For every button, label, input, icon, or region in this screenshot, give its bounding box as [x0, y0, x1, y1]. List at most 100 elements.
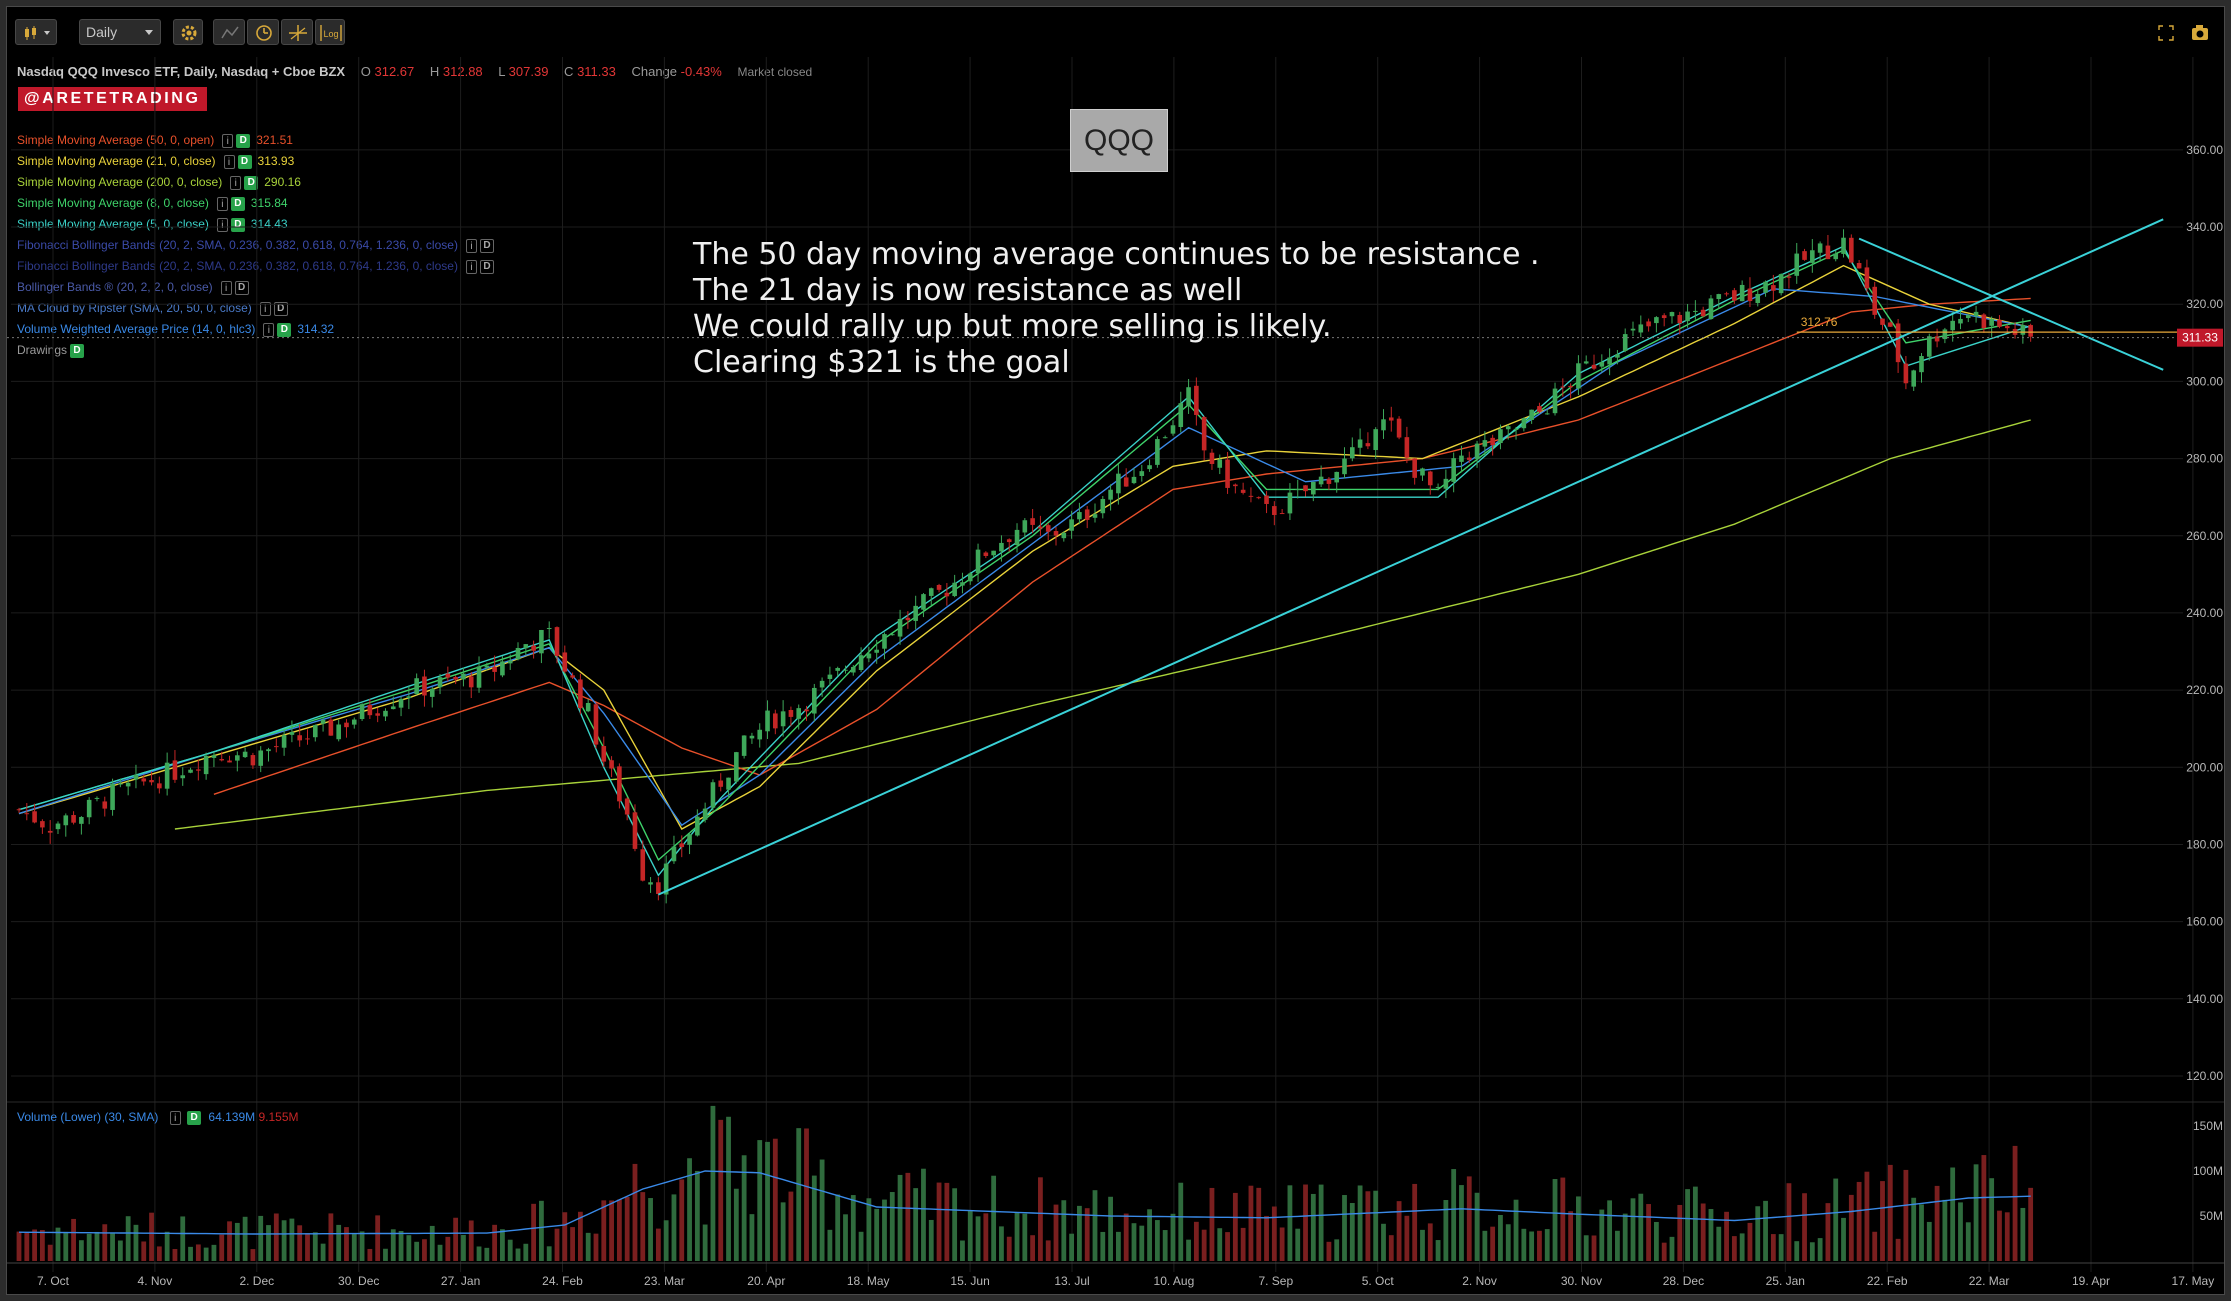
volume-bar [1490, 1226, 1496, 1261]
candle-body [1973, 311, 1979, 317]
study-info-icon[interactable]: i [223, 154, 235, 169]
candle-body [242, 751, 248, 758]
candlestick-style-icon [25, 26, 50, 40]
study-info-icon[interactable]: i [216, 217, 228, 232]
candle-body [305, 738, 310, 740]
candle-body [1318, 476, 1324, 485]
study-row[interactable]: Volume Weighted Average Price (14, 0, hl… [17, 320, 334, 338]
study-info-icon[interactable]: i [220, 280, 232, 295]
volume-bar [1989, 1178, 1995, 1261]
study-info-icon[interactable]: i [465, 259, 477, 274]
volume-bar [827, 1229, 833, 1261]
x-tick-label: 28. Dec [1663, 1274, 1704, 1288]
study-info-icon[interactable]: i [230, 175, 242, 190]
study-info-icon[interactable]: i [169, 1110, 181, 1125]
study-badge[interactable]: D [479, 238, 494, 253]
period-select[interactable]: Daily [79, 19, 161, 45]
study-badge[interactable]: D [230, 196, 245, 211]
toolbar: Daily [7, 7, 2224, 55]
volume-bar [874, 1208, 880, 1261]
study-info-icon[interactable]: i [216, 196, 228, 211]
volume-bar [1903, 1169, 1909, 1261]
crosshair-button[interactable] [281, 19, 313, 45]
volume-bar [765, 1141, 770, 1261]
volume-bar [616, 1199, 622, 1261]
volume-bar [110, 1232, 115, 1261]
volume-bar [1209, 1187, 1215, 1261]
candle-body [1381, 419, 1386, 431]
candle-body [1958, 318, 1963, 324]
chart-style-button[interactable] [15, 19, 57, 45]
candle-body [1989, 318, 1994, 326]
candle-body [1521, 418, 1527, 429]
study-badge[interactable]: D [187, 1110, 202, 1125]
study-info-icon[interactable]: i [263, 322, 275, 337]
volume-bar [570, 1227, 575, 1261]
study-info-icon[interactable]: i [259, 301, 271, 316]
chevron-down-icon [145, 30, 153, 35]
y-tick-label: 280.00 [2186, 452, 2223, 466]
fullscreen-icon[interactable] [2158, 25, 2174, 41]
study-row[interactable]: Simple Moving Average (8, 0, close) i D 315… [17, 194, 288, 212]
sma-50-line [213, 297, 2031, 795]
symbol-description: Nasdaq QQQ Invesco ETF, Daily, Nasdaq + … [17, 64, 346, 79]
x-tick-label: 30. Nov [1561, 1274, 1602, 1288]
study-badge[interactable]: D [237, 154, 252, 169]
camera-icon[interactable] [2192, 25, 2208, 40]
study-badge[interactable]: D [244, 175, 259, 190]
candle-body [624, 798, 630, 815]
settings-button[interactable] [173, 19, 203, 45]
candle-body [1771, 285, 1776, 291]
study-badge[interactable]: D [230, 217, 245, 232]
candle-body [905, 617, 911, 621]
volume-bar [1396, 1201, 1402, 1261]
study-row[interactable]: Fibonacci Bollinger Bands (20, 2, SMA, 0… [17, 236, 494, 254]
candle-body [1583, 361, 1589, 364]
candle-body [1084, 509, 1090, 520]
study-info-icon[interactable]: i [222, 133, 234, 148]
time-button[interactable] [247, 19, 279, 45]
study-value: 313.93 [257, 154, 295, 168]
candle-body [383, 710, 388, 717]
candle-body [1568, 385, 1573, 388]
volume-bar [1583, 1235, 1589, 1261]
study-row[interactable]: Bollinger Bands ® (20, 2, 2, 0, close) i D [17, 278, 249, 296]
study-row[interactable]: Simple Moving Average (50, 0, open) i D 321… [17, 131, 293, 149]
volume-bar [1084, 1208, 1090, 1261]
study-row[interactable]: Simple Moving Average (21, 0, close) i D 31… [17, 152, 294, 170]
volume-bar [983, 1213, 989, 1261]
candle-body [1880, 318, 1885, 325]
volume-bar [1381, 1223, 1386, 1261]
annotation-line: Clearing $321 is the goal [693, 345, 1070, 380]
study-badge[interactable]: D [234, 280, 249, 295]
study-badge[interactable]: D [236, 133, 251, 148]
volume-bar [133, 1224, 139, 1261]
volume-bar [1248, 1185, 1254, 1261]
volume-tick-label: 150M [2193, 1119, 2223, 1133]
y-tick-label: 340.00 [2186, 220, 2223, 234]
price-chart[interactable]: 312.76 311.33 120.00 140.00 160.00 180.00 200… [7, 7, 2225, 1295]
study-badge[interactable]: D [273, 301, 288, 316]
volume-bar [991, 1175, 997, 1261]
study-badge[interactable]: D [70, 343, 85, 358]
study-badge[interactable]: D [277, 322, 292, 337]
study-row[interactable]: Fibonacci Bollinger Bands (20, 2, SMA, 0… [17, 257, 494, 275]
study-badge[interactable]: D [479, 259, 494, 274]
sma-21-line [18, 264, 2031, 830]
volume-bar [952, 1188, 958, 1261]
study-row[interactable]: Simple Moving Average (200, 0, close) i D 2… [17, 173, 301, 191]
log-scale-button[interactable]: Log [315, 19, 345, 45]
candle-body [1162, 437, 1168, 439]
volume-bar [86, 1233, 92, 1261]
study-row[interactable]: Drawings D [17, 341, 85, 359]
volume-bar [1443, 1200, 1449, 1261]
volume-bar [1856, 1181, 1862, 1261]
volume-bar [1388, 1235, 1394, 1261]
drawing-tools-button[interactable] [213, 19, 245, 45]
volume-bar [1560, 1177, 1566, 1261]
candle-body [609, 760, 614, 769]
candle-body [1123, 477, 1129, 487]
candle-body [796, 708, 802, 719]
study-info-icon[interactable]: i [465, 238, 477, 253]
volume-bar [242, 1216, 248, 1261]
